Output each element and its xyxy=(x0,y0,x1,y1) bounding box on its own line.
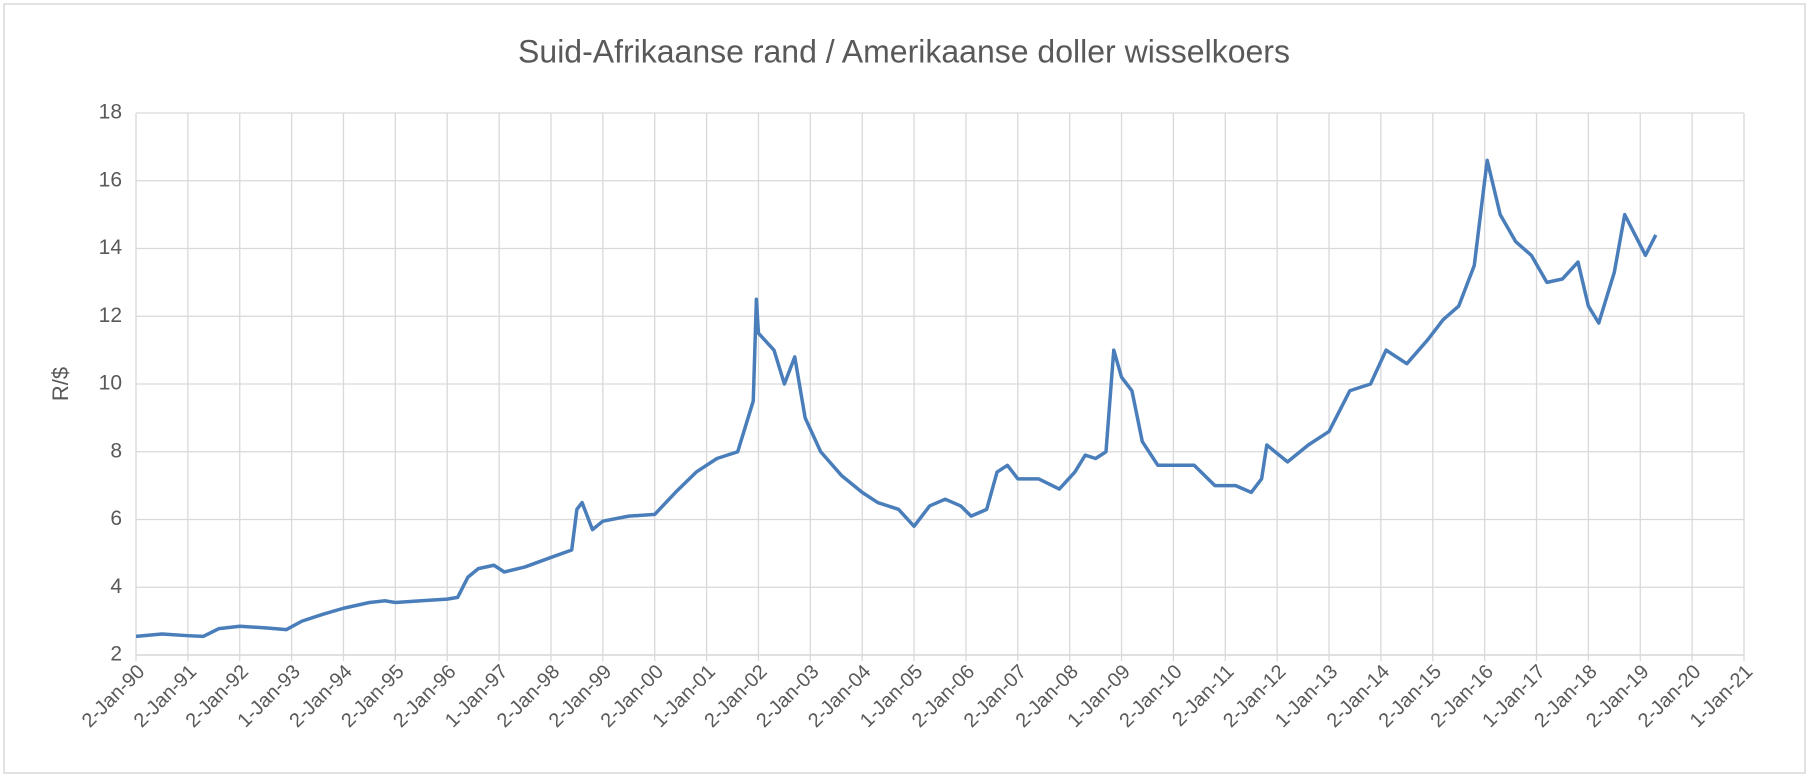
y-tick-label: 6 xyxy=(110,507,122,530)
y-axis-label: R/$ xyxy=(48,367,73,401)
chart-title: Suid-Afrikaanse rand / Amerikaanse dolle… xyxy=(518,33,1290,69)
data-line xyxy=(135,158,1658,639)
y-tick-label: 10 xyxy=(99,372,122,395)
y-tick-label: 18 xyxy=(99,101,122,124)
y-tick-label: 2 xyxy=(110,643,122,666)
chart-border xyxy=(3,3,1806,774)
y-tick-label: 4 xyxy=(110,575,122,598)
y-tick-label: 12 xyxy=(99,304,122,327)
y-tick-label: 8 xyxy=(110,439,122,462)
y-tick-label: 14 xyxy=(99,236,123,259)
y-tick-label: 16 xyxy=(99,168,122,191)
